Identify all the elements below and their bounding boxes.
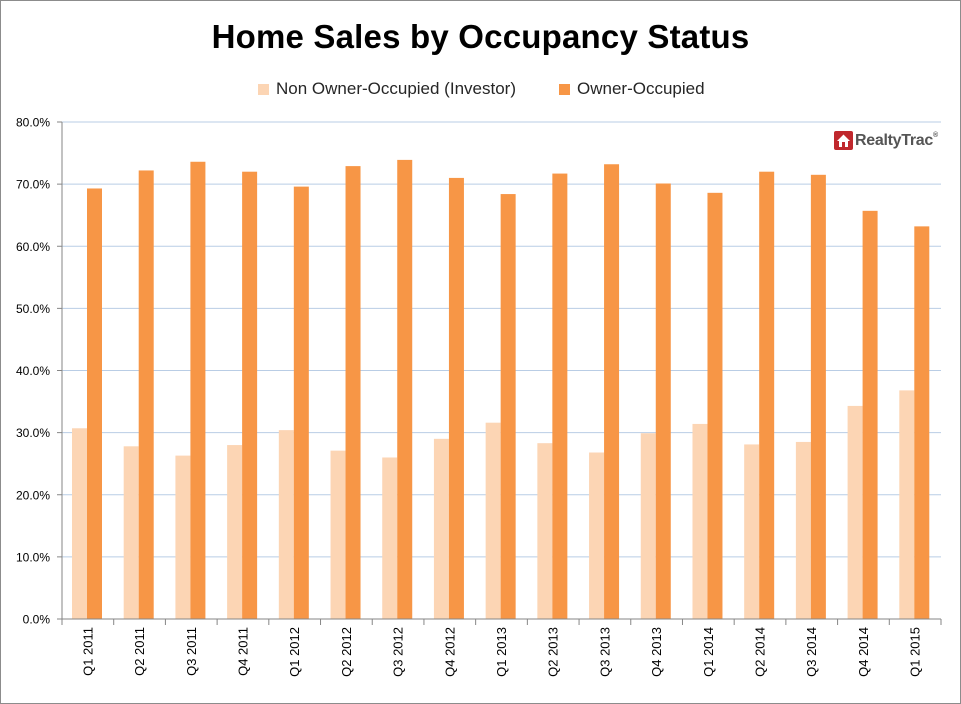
x-tick-label: Q2 2013 xyxy=(546,627,561,677)
x-tick-label: Q3 2013 xyxy=(597,627,612,677)
x-tick-label: Q1 2011 xyxy=(80,627,95,676)
bar-investor xyxy=(227,445,243,619)
bar-investor xyxy=(278,430,294,619)
x-tick-label: Q4 2014 xyxy=(856,627,871,677)
legend: Non Owner-Occupied (Investor) Owner-Occu… xyxy=(0,79,961,103)
bar-owner-occupied xyxy=(138,170,154,619)
y-tick-label: 40.0% xyxy=(16,364,50,378)
bar-investor xyxy=(795,441,811,619)
bar-owner-occupied xyxy=(914,226,930,619)
bar-owner-occupied xyxy=(87,188,102,619)
bar-investor xyxy=(175,455,191,619)
bar-owner-occupied xyxy=(190,161,206,619)
legend-item-owner-occupied: Owner-Occupied xyxy=(559,79,705,99)
legend-swatch-owner-occupied xyxy=(559,83,570,95)
x-tick-label: Q4 2013 xyxy=(649,627,664,677)
bar-owner-occupied xyxy=(293,186,309,620)
x-tick-label: Q4 2012 xyxy=(442,627,457,677)
x-tick-label: Q2 2011 xyxy=(132,627,147,676)
bar-investor xyxy=(692,423,708,619)
x-tick-label: Q1 2014 xyxy=(701,627,716,677)
bar-owner-occupied xyxy=(759,171,775,619)
bar-owner-occupied xyxy=(707,192,723,619)
bar-investor xyxy=(485,422,501,619)
bar-owner-occupied xyxy=(345,166,361,619)
x-tick-label: Q1 2012 xyxy=(287,627,302,677)
y-tick-label: 20.0% xyxy=(16,488,50,502)
bar-investor xyxy=(123,446,139,619)
bar-owner-occupied xyxy=(552,173,568,619)
x-tick-label: Q1 2015 xyxy=(908,627,923,677)
bar-owner-occupied xyxy=(655,183,671,619)
bar-investor xyxy=(72,428,87,619)
legend-label-investor: Non Owner-Occupied (Investor) xyxy=(276,79,516,98)
y-tick-label: 70.0% xyxy=(16,178,50,192)
bar-investor xyxy=(847,405,863,619)
x-tick-label: Q1 2013 xyxy=(494,627,509,677)
x-tick-label: Q2 2014 xyxy=(753,627,768,677)
y-tick-label: 30.0% xyxy=(16,426,50,440)
house-icon xyxy=(834,131,853,150)
bar-investor xyxy=(537,443,553,619)
legend-label-owner-occupied: Owner-Occupied xyxy=(577,79,705,98)
y-tick-label: 50.0% xyxy=(16,302,50,316)
x-tick-label: Q4 2011 xyxy=(235,627,250,676)
bar-investor xyxy=(744,444,760,619)
y-tick-label: 80.0% xyxy=(16,116,50,130)
chart-title: Home Sales by Occupancy Status xyxy=(211,18,750,55)
bar-investor xyxy=(382,457,398,619)
bar-owner-occupied xyxy=(397,159,413,620)
legend-swatch-investor xyxy=(258,83,269,95)
x-tick-label: Q3 2011 xyxy=(184,627,199,676)
bar-owner-occupied xyxy=(862,210,878,619)
bar-investor xyxy=(899,390,915,619)
bar-investor xyxy=(640,433,656,619)
logo-text: RealtyTrac® xyxy=(855,131,938,149)
y-tick-label: 0.0% xyxy=(23,613,51,627)
bar-owner-occupied xyxy=(448,177,464,619)
y-tick-label: 60.0% xyxy=(16,240,50,254)
y-tick-label: 10.0% xyxy=(16,550,50,564)
bar-owner-occupied xyxy=(242,171,258,619)
bar-investor xyxy=(330,450,346,619)
bar-owner-occupied xyxy=(604,164,620,619)
x-tick-label: Q2 2012 xyxy=(339,627,354,677)
bar-owner-occupied xyxy=(810,174,826,619)
bar-investor xyxy=(589,452,605,619)
realtytrac-logo: RealtyTrac® xyxy=(834,131,938,150)
x-tick-label: Q3 2014 xyxy=(804,627,819,677)
bar-owner-occupied xyxy=(500,194,516,619)
x-tick-label: Q3 2012 xyxy=(391,627,406,677)
bar-investor xyxy=(433,438,449,619)
legend-item-investor: Non Owner-Occupied (Investor) xyxy=(258,79,516,99)
